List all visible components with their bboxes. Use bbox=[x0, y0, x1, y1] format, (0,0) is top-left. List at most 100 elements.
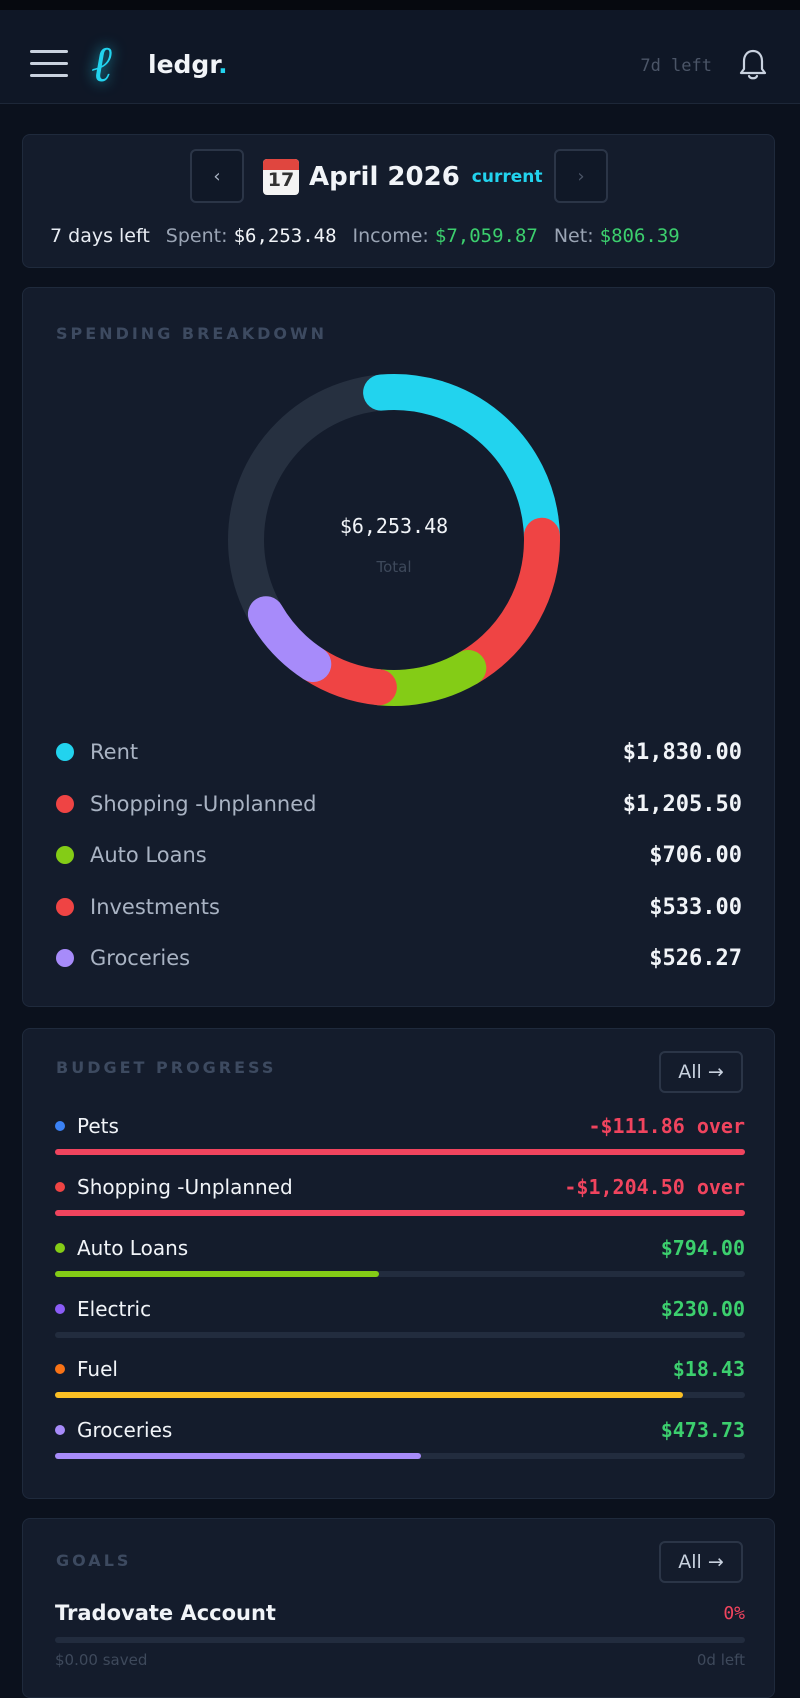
income-label: Income: bbox=[352, 225, 429, 247]
goals-title: GOALS bbox=[56, 1551, 132, 1570]
chevron-right-icon: › bbox=[577, 165, 585, 187]
budget-progress-track bbox=[55, 1210, 745, 1216]
days-left-badge: 7d left bbox=[640, 56, 712, 76]
legend-dot bbox=[56, 898, 74, 916]
donut-segment-shopping-unplanned bbox=[228, 374, 560, 706]
budget-progress-fill bbox=[55, 1149, 745, 1155]
legend-label: Shopping -Unplanned bbox=[90, 792, 317, 816]
month-selector-card: ‹ 17 April 2026 current › 7 days left Sp… bbox=[22, 134, 775, 268]
net-label: Net: bbox=[553, 225, 594, 247]
goal-subtext: $0.00 saved 0d left bbox=[55, 1651, 745, 1669]
budget-dot bbox=[55, 1364, 65, 1374]
income-value: $7,059.87 bbox=[434, 225, 538, 247]
goal-days-left: 0d left bbox=[696, 1651, 745, 1669]
budget-label: Shopping -Unplanned bbox=[77, 1175, 293, 1199]
budget-progress-track bbox=[55, 1392, 745, 1398]
goal-percent: 0% bbox=[723, 1602, 745, 1624]
goal-saved: $0.00 saved bbox=[55, 1651, 148, 1669]
legend-value: $1,830.00 bbox=[622, 739, 742, 765]
legend-value: $526.27 bbox=[649, 945, 742, 971]
legend-item: Shopping -Unplanned $1,205.50 bbox=[56, 787, 742, 821]
budget-all-button[interactable]: All → bbox=[659, 1051, 743, 1093]
legend-item: Auto Loans $706.00 bbox=[56, 838, 742, 872]
month-label: April 2026 bbox=[309, 162, 460, 192]
current-tag: current bbox=[471, 167, 543, 187]
month-summary: 7 days left Spent: $6,253.48 Income: $7,… bbox=[50, 225, 680, 247]
app-name-dot: . bbox=[218, 50, 228, 79]
calendar-icon: 17 bbox=[263, 159, 299, 195]
budget-progress-track bbox=[55, 1149, 745, 1155]
budget-progress-track bbox=[55, 1271, 745, 1277]
spending-breakdown-card: SPENDING BREAKDOWN $6,253.48 Total Rent … bbox=[22, 287, 775, 1007]
app-header: ℓ ledgr. 7d left bbox=[0, 10, 800, 104]
budget-amount: $230.00 bbox=[660, 1297, 745, 1321]
budget-amount: -$1,204.50 over bbox=[564, 1175, 745, 1199]
budget-progress-track bbox=[55, 1332, 745, 1338]
budget-amount: $794.00 bbox=[660, 1236, 745, 1260]
menu-icon[interactable] bbox=[30, 50, 68, 80]
legend-item: Rent $1,830.00 bbox=[56, 735, 742, 769]
budget-progress-fill bbox=[55, 1392, 683, 1398]
budget-label: Pets bbox=[77, 1114, 119, 1138]
budget-progress-card: BUDGET PROGRESS All → Pets -$111.86 over… bbox=[22, 1028, 775, 1499]
budget-label: Electric bbox=[77, 1297, 152, 1321]
net-value: $806.39 bbox=[599, 225, 680, 247]
prev-month-button[interactable]: ‹ bbox=[190, 149, 244, 203]
status-strip bbox=[0, 0, 800, 10]
spending-donut-chart bbox=[228, 374, 560, 706]
budget-dot bbox=[55, 1304, 65, 1314]
legend-label: Auto Loans bbox=[90, 843, 207, 867]
budget-dot bbox=[55, 1182, 65, 1192]
budget-title: BUDGET PROGRESS bbox=[56, 1058, 277, 1077]
goal-progress-track bbox=[55, 1637, 745, 1643]
budget-row[interactable]: Fuel $18.43 bbox=[55, 1356, 745, 1398]
legend-dot bbox=[56, 949, 74, 967]
donut-segment-auto-loans bbox=[228, 374, 560, 706]
days-left-text: 7 days left bbox=[50, 225, 150, 247]
chevron-left-icon: ‹ bbox=[213, 165, 221, 187]
budget-label: Fuel bbox=[77, 1357, 118, 1381]
legend-dot bbox=[56, 795, 74, 813]
spent-value: $6,253.48 bbox=[233, 225, 337, 247]
budget-row[interactable]: Auto Loans $794.00 bbox=[55, 1235, 745, 1277]
budget-row[interactable]: Pets -$111.86 over bbox=[55, 1113, 745, 1155]
budget-amount: $18.43 bbox=[672, 1357, 745, 1381]
goal-name: Tradovate Account bbox=[55, 1601, 276, 1625]
goal-item[interactable]: Tradovate Account 0% bbox=[55, 1601, 745, 1625]
calendar-day: 17 bbox=[267, 169, 295, 191]
logo-icon: ℓ bbox=[92, 34, 114, 93]
budget-amount: $473.73 bbox=[660, 1418, 745, 1442]
budget-progress-fill bbox=[55, 1271, 380, 1277]
month-title: 17 April 2026 current bbox=[263, 153, 543, 201]
budget-row[interactable]: Shopping -Unplanned -$1,204.50 over bbox=[55, 1174, 745, 1216]
budget-dot bbox=[55, 1121, 65, 1131]
legend-value: $533.00 bbox=[649, 894, 742, 920]
legend-dot bbox=[56, 846, 74, 864]
legend-label: Rent bbox=[90, 740, 139, 764]
budget-progress-fill bbox=[55, 1453, 421, 1459]
budget-progress-fill bbox=[55, 1210, 745, 1216]
goals-card: GOALS All → Tradovate Account 0% $0.00 s… bbox=[22, 1518, 775, 1698]
spending-title: SPENDING BREAKDOWN bbox=[56, 324, 328, 343]
spent-label: Spent: bbox=[165, 225, 228, 247]
budget-progress-track bbox=[55, 1453, 745, 1459]
app-name: ledgr bbox=[148, 50, 219, 79]
legend-dot bbox=[56, 743, 74, 761]
budget-row[interactable]: Groceries $473.73 bbox=[55, 1417, 745, 1459]
legend-label: Investments bbox=[90, 895, 220, 919]
donut-total: $6,253.48 bbox=[339, 514, 449, 538]
bell-icon[interactable] bbox=[738, 48, 768, 82]
next-month-button[interactable]: › bbox=[554, 149, 608, 203]
budget-amount: -$111.86 over bbox=[588, 1114, 745, 1138]
legend-item: Groceries $526.27 bbox=[56, 941, 742, 975]
legend-value: $1,205.50 bbox=[622, 791, 742, 817]
budget-dot bbox=[55, 1243, 65, 1253]
budget-row[interactable]: Electric $230.00 bbox=[55, 1296, 745, 1338]
legend-label: Groceries bbox=[90, 946, 191, 970]
budget-dot bbox=[55, 1425, 65, 1435]
app-logo[interactable]: ledgr. bbox=[148, 50, 228, 79]
budget-label: Groceries bbox=[77, 1418, 173, 1442]
legend-item: Investments $533.00 bbox=[56, 890, 742, 924]
goals-all-button[interactable]: All → bbox=[659, 1541, 743, 1583]
donut-total-label: Total bbox=[376, 558, 412, 576]
